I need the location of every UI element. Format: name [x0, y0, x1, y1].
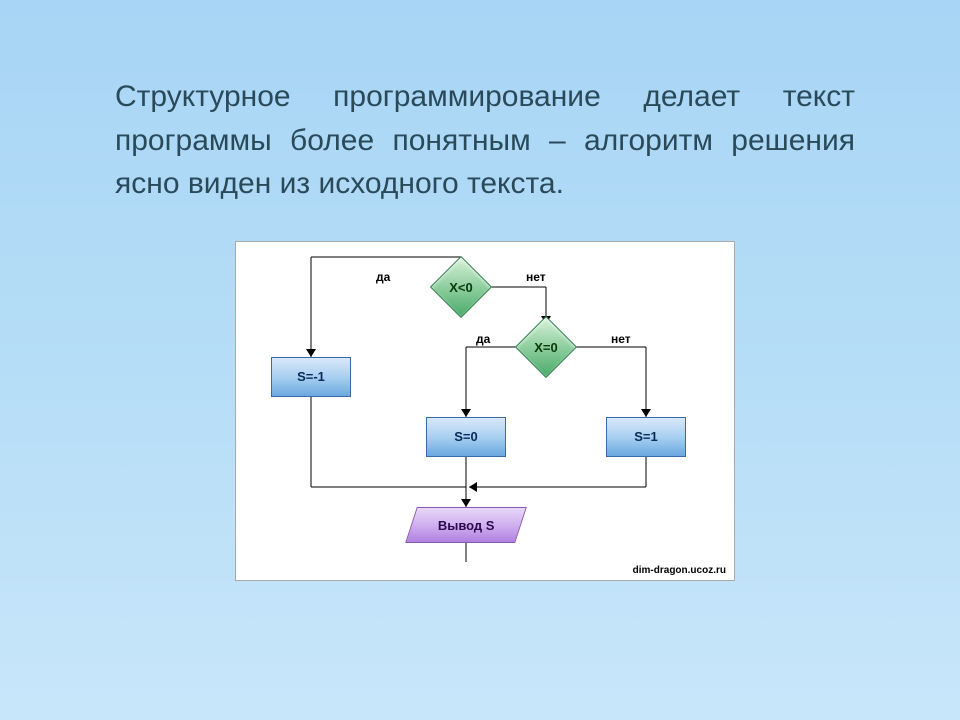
process-label: S=1	[634, 429, 658, 444]
flowchart-container: X<0 X=0 S=-1 S=0 S=1 Вывод S да нет да н…	[235, 241, 735, 581]
edge-label-no: нет	[526, 270, 546, 284]
decision-label: X<0	[440, 266, 482, 308]
process-label: S=0	[454, 429, 478, 444]
edge-label-yes: да	[476, 332, 490, 346]
process-s-neg1: S=-1	[271, 357, 351, 397]
paragraph: Структурное программирование делает текс…	[115, 75, 855, 206]
watermark: dim-dragon.ucoz.ru	[633, 565, 726, 576]
output-s: Вывод S	[405, 507, 527, 543]
edge-label-yes: да	[376, 270, 390, 284]
process-s-0: S=0	[426, 417, 506, 457]
process-label: S=-1	[297, 369, 325, 384]
decision-label: X=0	[525, 326, 567, 368]
process-s-1: S=1	[606, 417, 686, 457]
edge-label-no: нет	[611, 332, 631, 346]
output-label: Вывод S	[438, 517, 495, 532]
